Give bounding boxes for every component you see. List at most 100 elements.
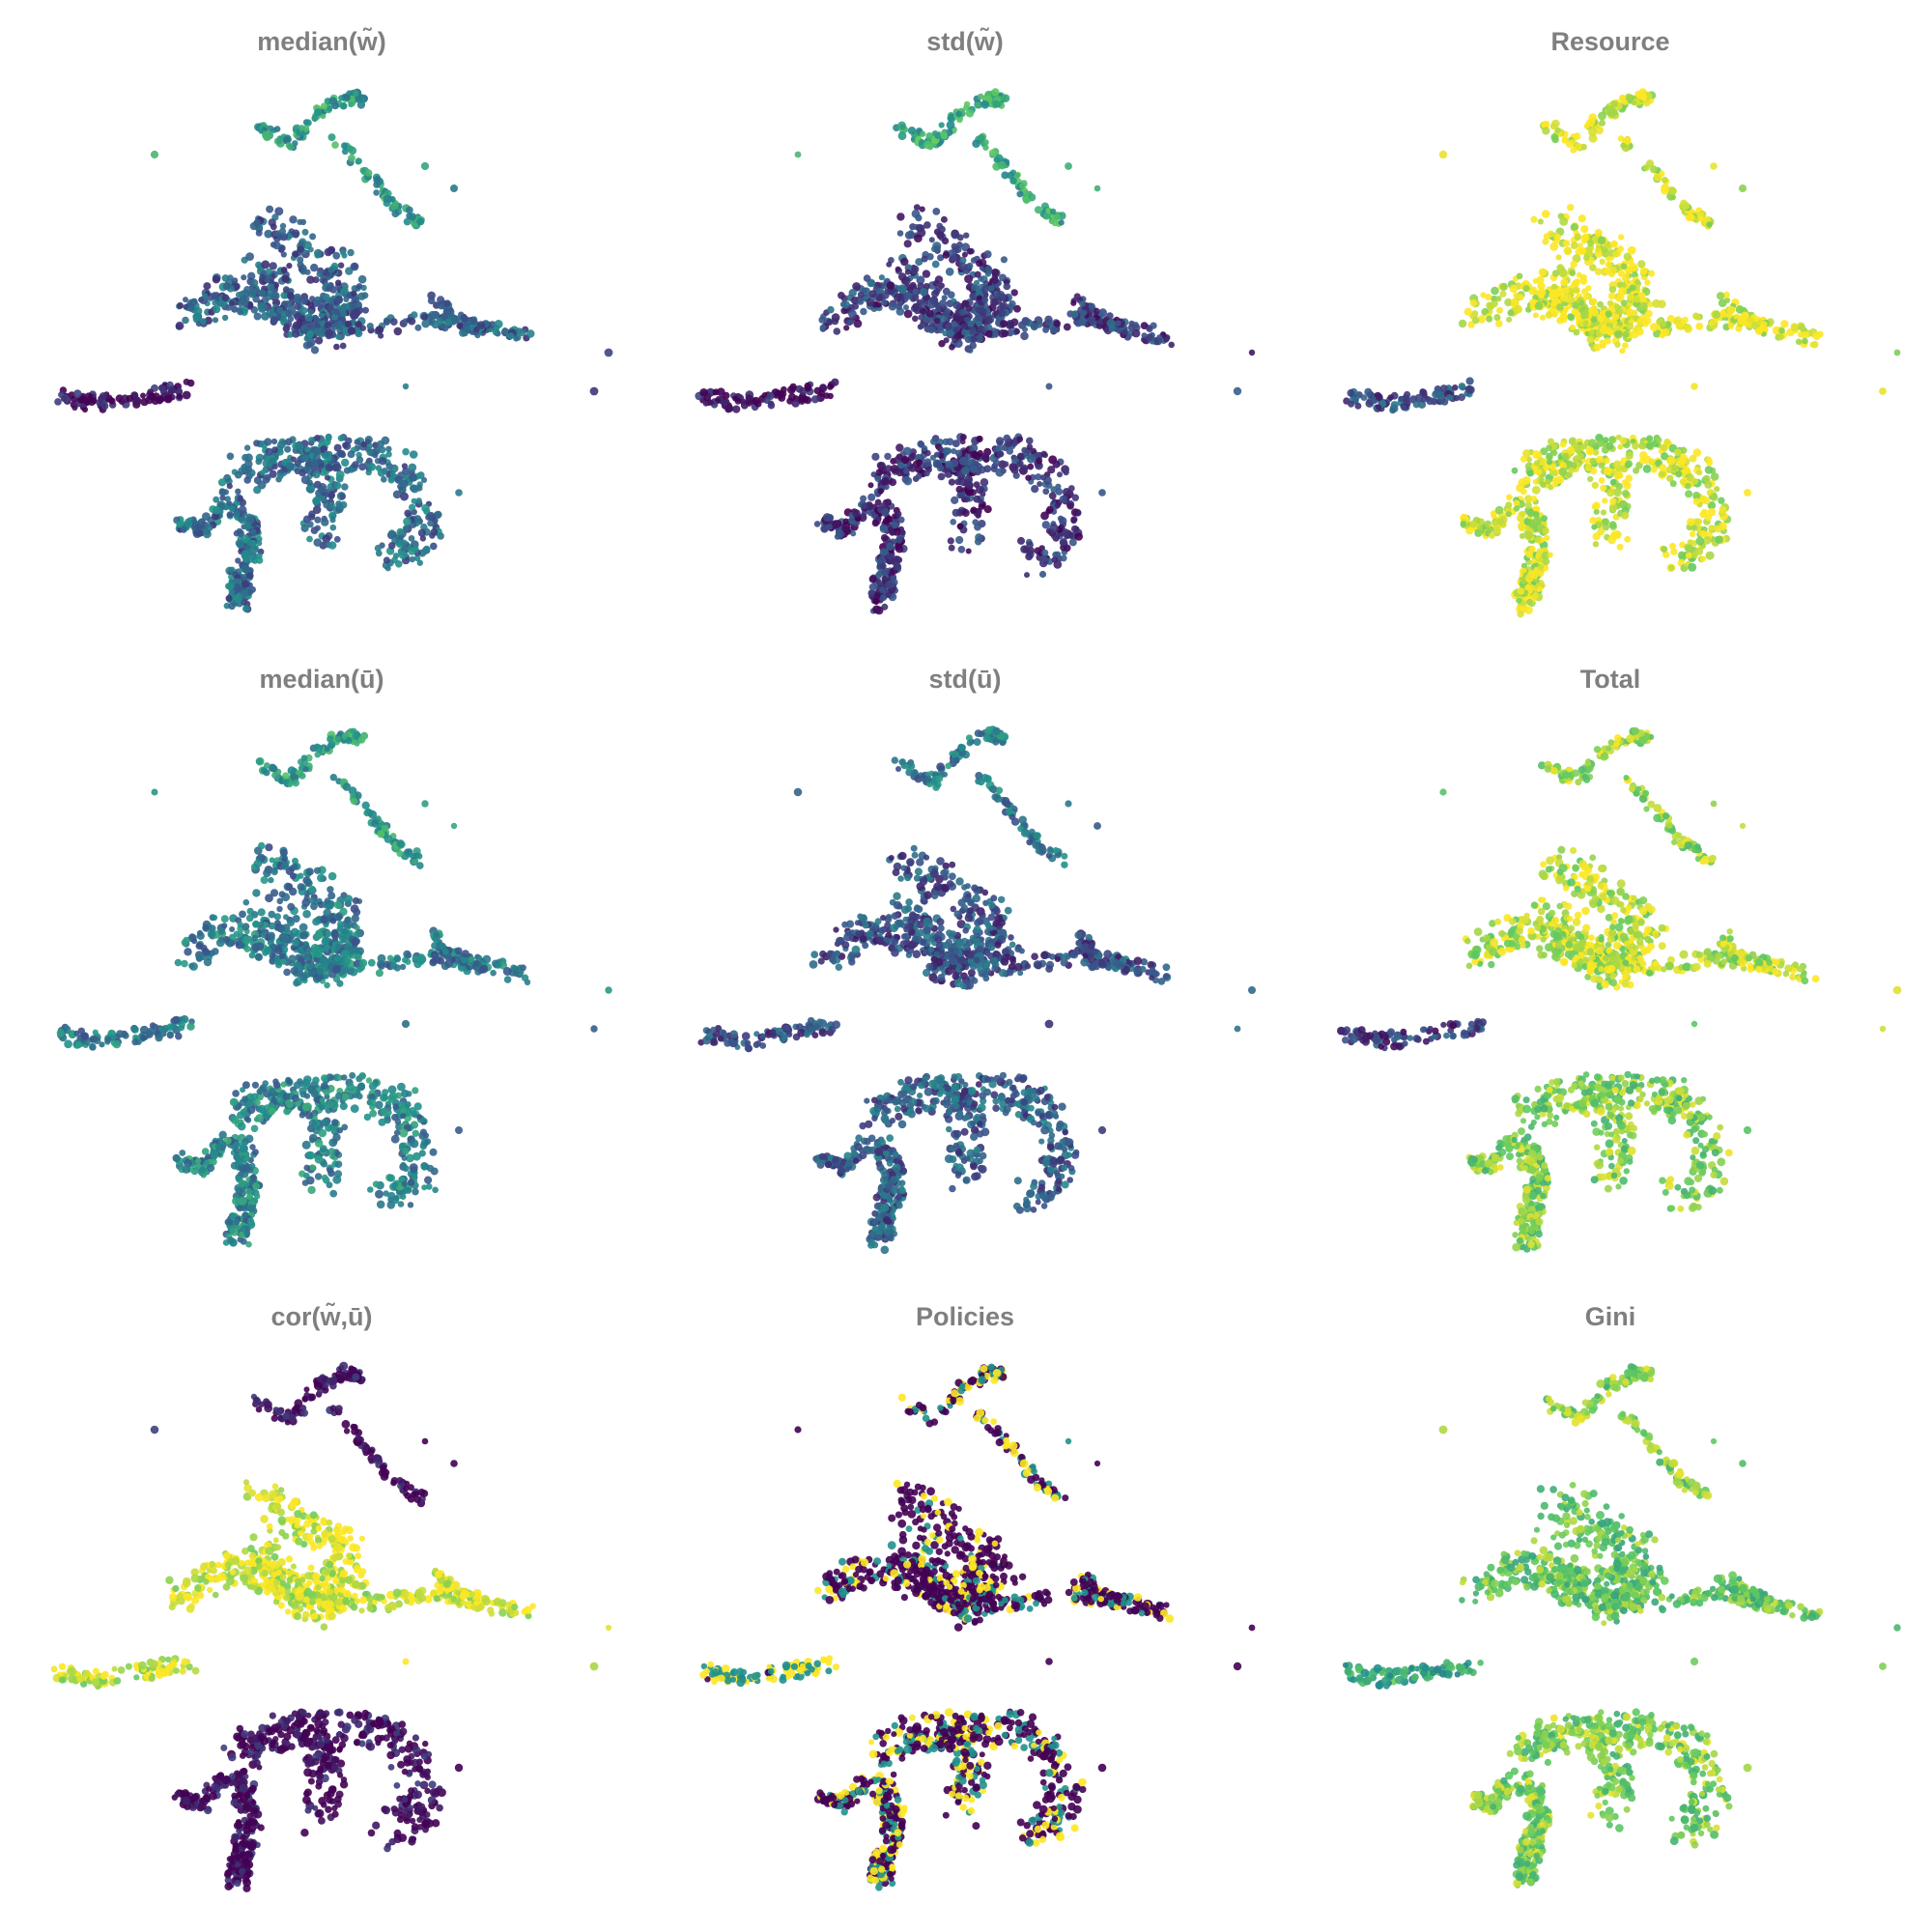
data-point bbox=[1078, 318, 1087, 327]
data-point bbox=[221, 314, 229, 322]
data-point bbox=[717, 387, 725, 397]
data-point bbox=[287, 143, 295, 151]
data-point bbox=[1559, 216, 1569, 226]
data-point bbox=[1570, 223, 1578, 232]
data-point bbox=[1071, 494, 1079, 501]
data-point bbox=[897, 462, 905, 469]
data-point bbox=[383, 556, 390, 564]
data-point bbox=[1491, 513, 1497, 520]
data-point bbox=[881, 575, 888, 582]
data-point bbox=[226, 452, 235, 461]
data-point bbox=[1593, 508, 1600, 515]
data-point bbox=[298, 125, 305, 131]
data-point bbox=[355, 157, 362, 165]
data-point bbox=[297, 883, 305, 892]
data-point bbox=[345, 736, 353, 745]
data-point bbox=[875, 469, 884, 476]
data-point bbox=[1583, 246, 1593, 255]
data-point bbox=[416, 862, 424, 869]
data-point bbox=[99, 392, 108, 401]
data-point bbox=[1675, 470, 1683, 478]
data-point bbox=[1008, 323, 1015, 329]
data-point bbox=[291, 863, 298, 870]
data-point bbox=[1059, 517, 1067, 526]
data-point bbox=[354, 924, 360, 931]
data-point bbox=[852, 282, 861, 291]
data-point bbox=[899, 529, 906, 536]
data-point bbox=[259, 302, 268, 312]
data-point bbox=[1613, 471, 1622, 480]
data-point bbox=[299, 296, 308, 305]
data-point bbox=[237, 529, 244, 537]
data-point bbox=[228, 566, 236, 574]
data-point bbox=[1460, 521, 1467, 528]
data-point bbox=[368, 810, 378, 819]
data-point bbox=[1719, 505, 1727, 514]
data-point bbox=[1551, 270, 1560, 277]
data-point bbox=[133, 398, 142, 406]
data-point bbox=[1632, 441, 1639, 450]
data-point bbox=[492, 328, 500, 336]
data-point bbox=[1727, 323, 1735, 329]
data-point bbox=[768, 400, 775, 407]
data-point bbox=[1722, 291, 1730, 298]
data-point bbox=[938, 299, 948, 308]
data-point bbox=[427, 520, 434, 527]
data-point bbox=[411, 497, 417, 504]
data-point bbox=[341, 483, 349, 491]
data-point bbox=[389, 471, 396, 477]
data-point bbox=[285, 438, 293, 446]
data-point bbox=[351, 311, 359, 320]
data-point bbox=[337, 449, 346, 458]
data-point bbox=[335, 279, 342, 286]
data-point bbox=[400, 492, 409, 501]
data-point bbox=[1048, 492, 1057, 500]
data-point bbox=[1577, 452, 1584, 461]
data-point bbox=[1558, 269, 1568, 277]
data-point bbox=[356, 100, 366, 109]
data-point bbox=[867, 493, 876, 501]
data-point bbox=[158, 384, 167, 393]
scatter-panel: median(ū) bbox=[0, 638, 643, 1275]
data-point bbox=[1581, 233, 1590, 242]
data-point bbox=[343, 467, 351, 474]
data-point bbox=[269, 857, 275, 864]
data-point bbox=[373, 181, 381, 188]
data-point bbox=[287, 292, 295, 299]
data-point bbox=[888, 301, 897, 311]
data-point bbox=[347, 450, 355, 459]
data-point bbox=[1772, 326, 1781, 335]
data-point bbox=[955, 485, 964, 494]
data-point bbox=[409, 484, 417, 493]
data-point bbox=[341, 458, 350, 468]
data-point bbox=[1020, 331, 1029, 341]
data-point bbox=[1001, 94, 1010, 102]
data-point bbox=[1556, 303, 1564, 311]
data-point bbox=[355, 456, 364, 464]
data-point bbox=[1661, 546, 1668, 554]
data-point bbox=[1035, 461, 1043, 470]
data-point bbox=[1579, 277, 1588, 285]
data-point bbox=[322, 293, 330, 302]
data-point bbox=[996, 450, 1004, 458]
data-point bbox=[1022, 196, 1031, 204]
data-point bbox=[957, 546, 966, 554]
data-point bbox=[948, 478, 955, 486]
data-point bbox=[1507, 309, 1515, 317]
data-point bbox=[1494, 505, 1504, 515]
data-point bbox=[884, 452, 892, 461]
data-point bbox=[1070, 310, 1079, 319]
data-point bbox=[1516, 597, 1522, 604]
data-point bbox=[932, 208, 941, 215]
data-point bbox=[1625, 451, 1634, 460]
data-point bbox=[1438, 150, 1448, 159]
data-point bbox=[276, 472, 284, 480]
data-point bbox=[314, 516, 322, 524]
data-point bbox=[318, 312, 325, 319]
data-point bbox=[356, 94, 365, 102]
data-point bbox=[1714, 486, 1720, 493]
data-point bbox=[1614, 329, 1623, 339]
data-point bbox=[589, 386, 599, 396]
data-point bbox=[331, 313, 339, 321]
data-point bbox=[1446, 394, 1454, 401]
